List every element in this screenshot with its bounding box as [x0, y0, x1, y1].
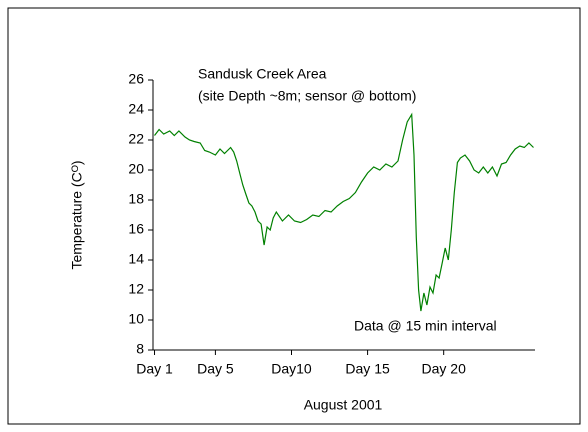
y-tick-label: 14 [128, 251, 144, 267]
x-axis-label: August 2001 [304, 397, 383, 413]
y-tick-label: 10 [128, 311, 144, 327]
x-tick-label: Day 20 [422, 361, 467, 377]
data-line [154, 112, 534, 312]
x-tick-label: Day 1 [136, 361, 173, 377]
y-tick-label: 26 [128, 71, 144, 87]
y-tick-label: 18 [128, 191, 144, 207]
x-tick-label: Day10 [271, 361, 312, 377]
x-tick-label: Day 15 [345, 361, 390, 377]
annotation: (site Depth ~8m; sensor @ bottom) [198, 88, 416, 104]
y-axis-label: Temperature (Cᴼ) [69, 160, 85, 269]
y-tick-label: 22 [128, 131, 144, 147]
y-tick-label: 12 [128, 281, 144, 297]
frame [7, 7, 581, 425]
annotation: Data @ 15 min interval [354, 318, 497, 334]
x-tick-label: Day 5 [197, 361, 234, 377]
y-tick-label: 20 [128, 161, 144, 177]
y-tick-label: 8 [136, 341, 144, 357]
y-tick-label: 16 [128, 221, 144, 237]
annotation: Sandusk Creek Area [198, 66, 327, 82]
y-tick-label: 24 [128, 101, 144, 117]
